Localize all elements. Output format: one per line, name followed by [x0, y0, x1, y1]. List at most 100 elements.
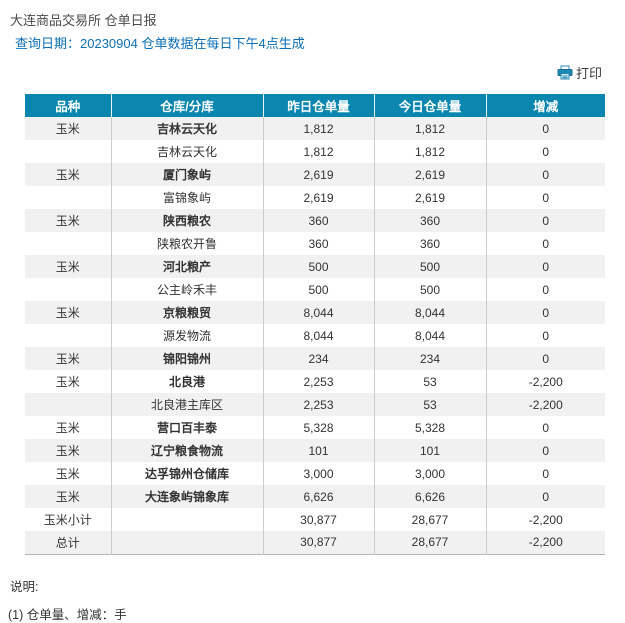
yesterday-volume-cell: 360 — [263, 209, 375, 232]
warehouse-cell: 陕粮农开鲁 — [111, 232, 264, 255]
yesterday-volume-cell: 2,253 — [263, 393, 375, 416]
table-row: 公主岭禾丰 500 500 0 — [25, 278, 605, 301]
warehouse-cell: 北良港 — [111, 370, 264, 393]
today-volume-cell: 53 — [374, 370, 487, 393]
today-volume-cell: 6,626 — [374, 485, 487, 508]
change-cell: 0 — [542, 121, 550, 136]
today-volume-cell: 1,812 — [374, 140, 487, 163]
today-volume-cell: 8,044 — [374, 301, 487, 324]
variety-cell — [25, 140, 112, 163]
change-cell: 0 — [542, 328, 550, 343]
table-body: 玉米 吉林云天化 1,812 1,812 0 吉林云天化 1,812 1,812 0 玉米 厦门象屿… — [25, 117, 605, 554]
variety-cell: 玉米 — [25, 301, 112, 324]
notes-section: 说明: (1) 仓单量、增减：手 — [8, 576, 625, 623]
change-cell: -2,200 — [528, 374, 563, 389]
warehouse-cell: 吉林云天化 — [111, 140, 264, 163]
table-row: 玉米 辽宁粮食物流 101 101 0 — [25, 439, 605, 462]
notes-line-1: (1) 仓单量、增减：手 — [8, 607, 127, 622]
yesterday-volume-cell: 1,812 — [263, 140, 375, 163]
today-volume-cell: 2,619 — [374, 163, 487, 186]
variety-cell: 玉米 — [25, 347, 112, 370]
query-date-value: 20230904 仓单数据在每日下午4点生成 — [80, 36, 305, 51]
table-row: 北良港主库区 2,253 53 -2,200 — [25, 393, 605, 416]
printer-icon — [557, 65, 573, 80]
today-volume-cell: 1,812 — [374, 117, 487, 140]
change-cell: 0 — [542, 282, 550, 297]
today-volume-cell: 500 — [374, 255, 487, 278]
yesterday-volume-cell: 6,626 — [263, 485, 375, 508]
table-row: 玉米 营口百丰泰 5,328 5,328 0 — [25, 416, 605, 439]
warehouse-cell — [111, 508, 264, 531]
today-volume-cell: 5,328 — [374, 416, 487, 439]
yesterday-volume-cell: 8,044 — [263, 324, 375, 347]
change-cell: 0 — [542, 213, 550, 228]
today-volume-cell: 234 — [374, 347, 487, 370]
print-button[interactable]: 打印 — [557, 63, 602, 82]
warehouse-cell: 河北粮产 — [111, 255, 264, 278]
table-row: 陕粮农开鲁 360 360 0 — [25, 232, 605, 255]
table-row: 玉米 陕西粮农 360 360 0 — [25, 209, 605, 232]
warehouse-cell: 大连象屿锦象库 — [111, 485, 264, 508]
warehouse-cell: 公主岭禾丰 — [111, 278, 264, 301]
print-button-label: 打印 — [575, 65, 602, 81]
today-volume-cell: 53 — [374, 393, 487, 416]
variety-cell: 玉米 — [25, 462, 112, 485]
warehouse-cell: 辽宁粮食物流 — [111, 439, 264, 462]
yesterday-volume-cell: 5,328 — [263, 416, 375, 439]
change-cell: 0 — [542, 259, 550, 274]
table-row: 玉米 大连象屿锦象库 6,626 6,626 0 — [25, 485, 605, 508]
warehouse-cell — [111, 531, 264, 554]
warehouse-cell: 锦阳锦州 — [111, 347, 264, 370]
variety-cell: 玉米 — [25, 209, 112, 232]
table-row: 玉米小计 30,877 28,677 -2,200 — [25, 508, 605, 531]
yesterday-volume-cell: 2,619 — [263, 163, 375, 186]
today-volume-cell: 360 — [374, 209, 487, 232]
warehouse-cell: 达孚锦州仓储库 — [111, 462, 264, 485]
variety-cell: 玉米 — [25, 439, 112, 462]
query-date-label: 查询日期： — [15, 36, 81, 51]
today-volume-cell: 101 — [374, 439, 487, 462]
today-volume-cell: 28,677 — [374, 508, 487, 531]
column-header: 增减 — [486, 94, 605, 117]
table-row: 玉米 河北粮产 500 500 0 — [25, 255, 605, 278]
yesterday-volume-cell: 500 — [263, 278, 375, 301]
column-header: 品种 — [25, 94, 112, 117]
table-row: 源发物流 8,044 8,044 0 — [25, 324, 605, 347]
yesterday-volume-cell: 500 — [263, 255, 375, 278]
warehouse-cell: 北良港主库区 — [111, 393, 264, 416]
change-cell: 0 — [542, 351, 550, 366]
column-header: 今日仓单量 — [374, 94, 487, 117]
today-volume-cell: 8,044 — [374, 324, 487, 347]
table-row: 吉林云天化 1,812 1,812 0 — [25, 140, 605, 163]
variety-cell — [25, 393, 112, 416]
variety-cell — [25, 232, 112, 255]
change-cell: 0 — [542, 443, 550, 458]
change-cell: 0 — [542, 144, 550, 159]
toolbar: 打印 — [0, 63, 625, 81]
table-row: 玉米 厦门象屿 2,619 2,619 0 — [25, 163, 605, 186]
change-cell: 0 — [542, 190, 550, 205]
variety-cell — [25, 278, 112, 301]
warehouse-cell: 营口百丰泰 — [111, 416, 264, 439]
yesterday-volume-cell: 2,619 — [263, 186, 375, 209]
page-title: 大连商品交易所 仓单日报 — [10, 13, 157, 28]
table-row: 玉米 吉林云天化 1,812 1,812 0 — [25, 117, 605, 140]
today-volume-cell: 360 — [374, 232, 487, 255]
table-row: 玉米 北良港 2,253 53 -2,200 — [25, 370, 605, 393]
today-volume-cell: 28,677 — [374, 531, 487, 554]
warehouse-cell: 吉林云天化 — [111, 117, 264, 140]
notes-heading: 说明: — [10, 579, 39, 594]
change-cell: 0 — [542, 305, 550, 320]
yesterday-volume-cell: 360 — [263, 232, 375, 255]
change-cell: 0 — [542, 466, 550, 481]
change-cell: 0 — [542, 236, 550, 251]
variety-cell: 玉米 — [25, 485, 112, 508]
today-volume-cell: 3,000 — [374, 462, 487, 485]
warehouse-cell: 厦门象屿 — [111, 163, 264, 186]
column-header: 昨日仓单量 — [263, 94, 375, 117]
change-cell: 0 — [542, 167, 550, 182]
change-cell: -2,200 — [528, 535, 563, 550]
yesterday-volume-cell: 30,877 — [263, 508, 375, 531]
variety-cell: 玉米 — [25, 370, 112, 393]
change-cell: -2,200 — [528, 512, 563, 527]
